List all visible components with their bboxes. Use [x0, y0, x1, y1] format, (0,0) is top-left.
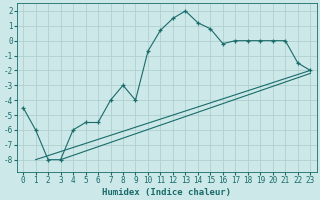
X-axis label: Humidex (Indice chaleur): Humidex (Indice chaleur) — [102, 188, 231, 197]
